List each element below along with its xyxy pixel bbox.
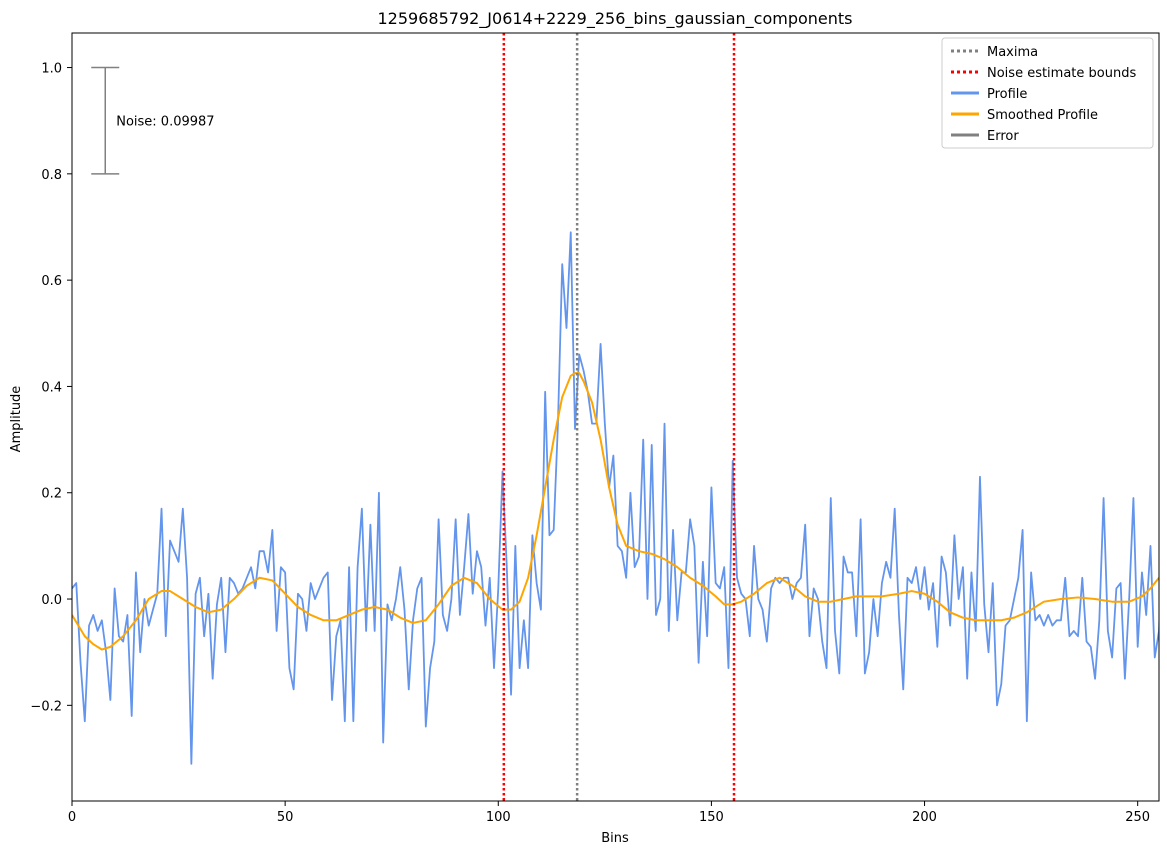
legend-label-2: Profile — [987, 87, 1027, 102]
chart-title: 1259685792_J0614+2229_256_bins_gaussian_… — [378, 9, 853, 29]
x-tick-label-2: 100 — [486, 810, 511, 825]
y-tick-label-6: 1.0 — [41, 62, 62, 77]
x-axis-title: Bins — [601, 831, 629, 846]
x-tick-label-1: 50 — [277, 810, 294, 825]
plot-frame — [71, 32, 1160, 802]
axes: 0 50 100 150 200 250 −0.2 0.0 0.2 0.4 0.6 0.8 1.0 — [30, 32, 1160, 825]
x-tick-label-4: 200 — [912, 810, 937, 825]
smoothed-profile-line — [72, 372, 1159, 651]
legend: Maxima Noise estimate bounds Profile Smooth… — [941, 37, 1154, 149]
legend-label-0: Maxima — [987, 45, 1038, 60]
y-tick-label-2: 0.2 — [41, 487, 62, 502]
legend-label-1: Noise estimate bounds — [987, 66, 1136, 81]
x-tick-label-0: 0 — [68, 810, 76, 825]
y-tick-label-1: 0.0 — [41, 593, 62, 608]
plot-area: Noise: 0.09987 — [72, 33, 1159, 801]
profile-line — [72, 231, 1159, 765]
legend-box — [941, 37, 1154, 149]
noise-label: Noise: 0.09987 — [116, 115, 214, 130]
y-tick-label-5: 0.8 — [41, 168, 62, 183]
y-tick-label-4: 0.6 — [41, 274, 62, 289]
y-tick-label-0: −0.2 — [30, 699, 62, 714]
x-tick-label-5: 250 — [1125, 810, 1150, 825]
y-tick-label-3: 0.4 — [41, 380, 62, 395]
legend-label-3: Smoothed Profile — [987, 108, 1098, 123]
legend-label-4: Error — [987, 129, 1019, 144]
y-axis-title: Amplitude — [9, 386, 24, 453]
x-tick-label-3: 150 — [699, 810, 724, 825]
plot-inner — [72, 33, 1159, 801]
